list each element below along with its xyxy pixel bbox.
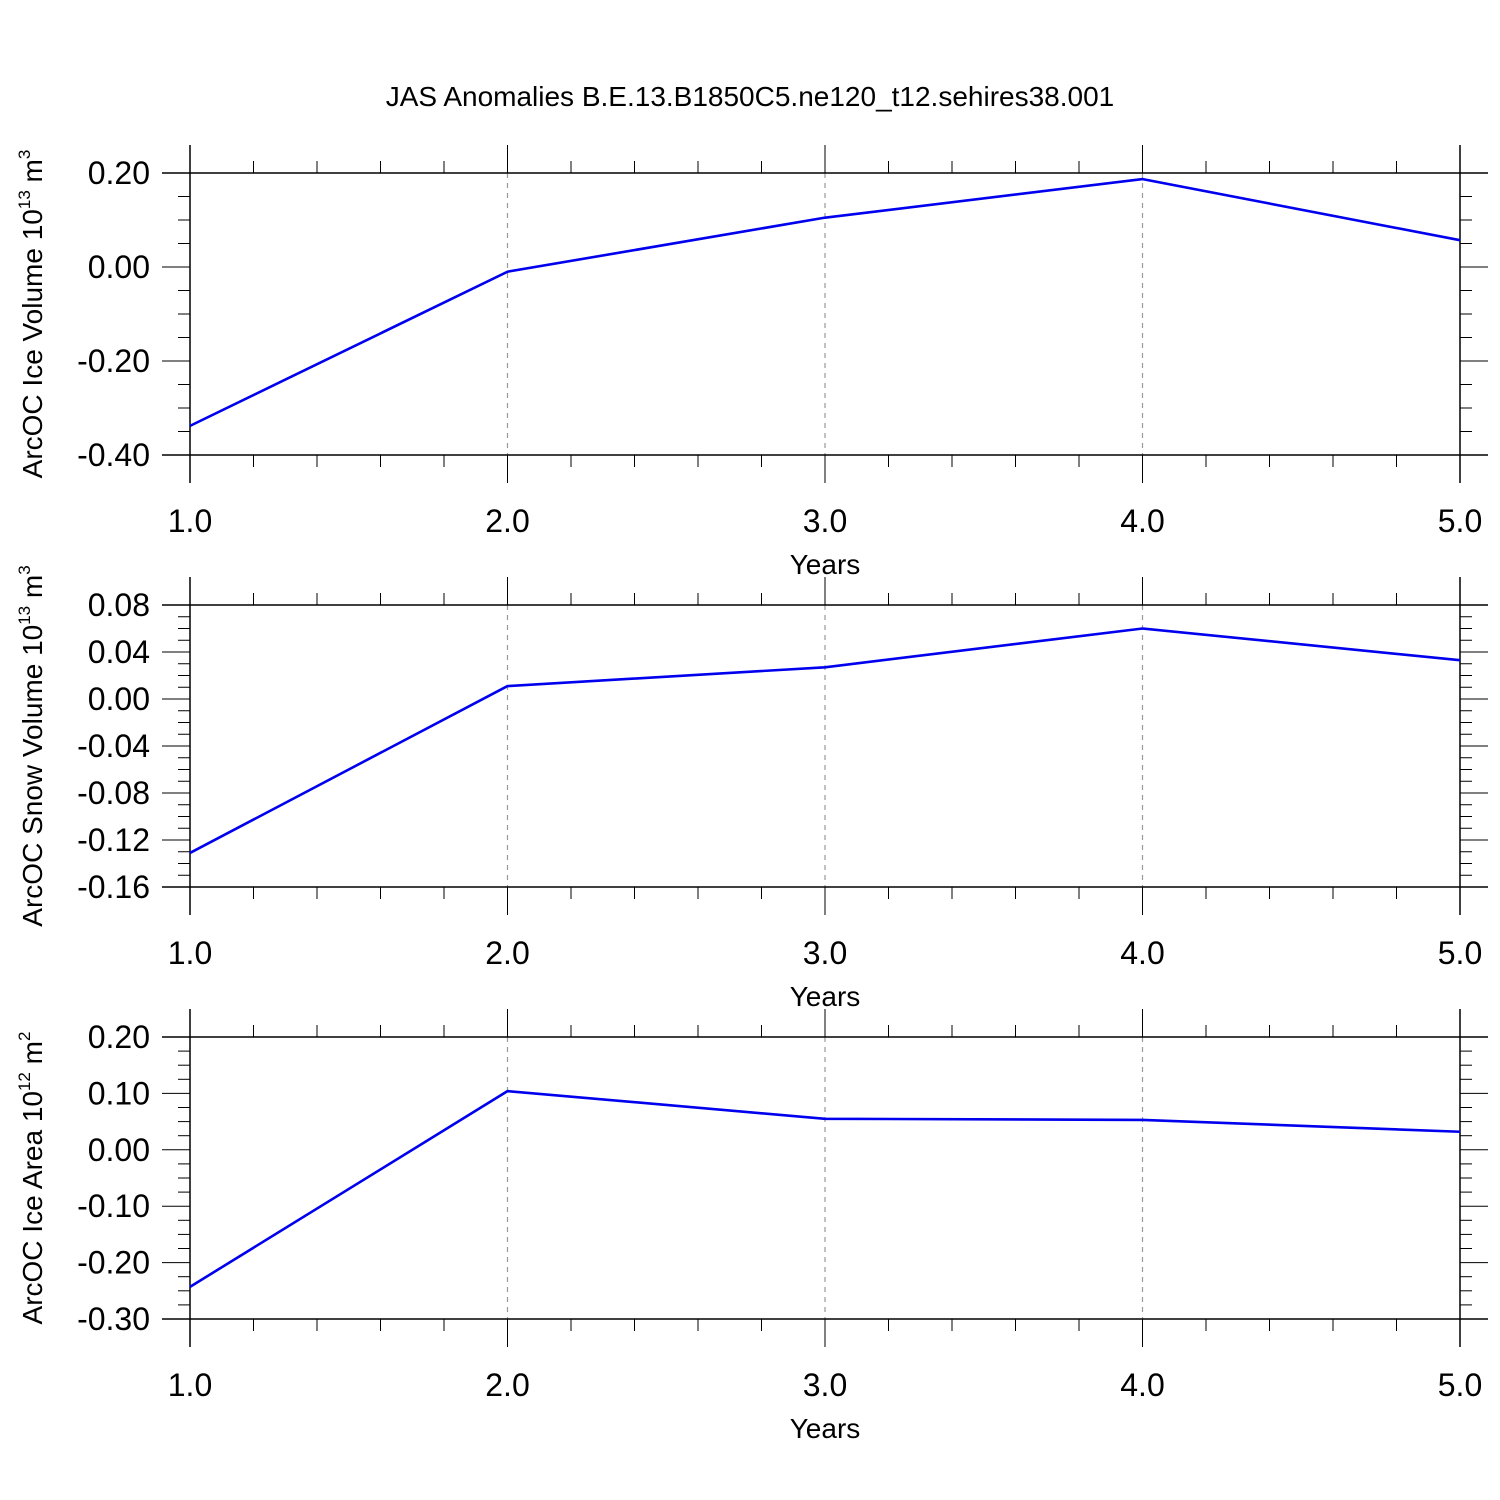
x-tick-label: 5.0 (1438, 503, 1482, 539)
y-axis-label-part: ArcOC Ice Area 10 (17, 1091, 48, 1324)
y-axis-label: ArcOC Snow Volume 1013 m3 (15, 565, 48, 926)
x-tick-label: 1.0 (168, 1367, 212, 1403)
x-tick-label: 1.0 (168, 935, 212, 971)
y-axis-label-superscript: 13 (15, 606, 34, 625)
chart-panel-3: 0.20 0.10 0.00 -0.10 -0.20 -0.30 1.0 2.0 3.0 4.0 5… (15, 1009, 1488, 1444)
y-tick-label: 0.08 (88, 587, 150, 623)
x-axis-label: Years (790, 1413, 861, 1444)
y-tick-label: -0.10 (77, 1188, 150, 1224)
y-tick-label: -0.12 (77, 822, 150, 858)
x-tick-label: 4.0 (1120, 935, 1164, 971)
x-tick-label: 2.0 (485, 935, 529, 971)
x-tick-label: 2.0 (485, 1367, 529, 1403)
y-axis-label-part: m (17, 575, 48, 606)
x-tick-label: 5.0 (1438, 1367, 1482, 1403)
y-axis-label-part: ArcOC Ice Volume 10 (17, 209, 48, 478)
y-tick-label: 0.00 (88, 1132, 150, 1168)
x-axis-label: Years (790, 549, 861, 580)
y-tick-label: -0.04 (77, 728, 150, 764)
chart-panel-2: 0.08 0.04 0.00 -0.04 -0.08 -0.12 -0.16 1.0 2.0 3.… (15, 565, 1488, 1012)
x-tick-label: 3.0 (803, 935, 847, 971)
y-tick-label: -0.20 (77, 1245, 150, 1281)
y-axis-label-superscript: 2 (15, 1032, 34, 1041)
y-tick-label: 0.04 (88, 634, 150, 670)
y-tick-label: -0.08 (77, 775, 150, 811)
x-tick-label: 2.0 (485, 503, 529, 539)
y-axis-label-superscript: 12 (15, 1072, 34, 1091)
y-tick-label: 0.00 (88, 681, 150, 717)
figure-title: JAS Anomalies B.E.13.B1850C5.ne120_t12.s… (386, 81, 1115, 112)
y-tick-label: 0.10 (88, 1075, 150, 1111)
y-axis-label-part: m (17, 159, 48, 190)
y-axis-label-superscript: 3 (15, 150, 34, 159)
y-axis-label-part: m (17, 1041, 48, 1072)
y-tick-label: -0.40 (77, 437, 150, 473)
x-tick-label: 3.0 (803, 503, 847, 539)
y-tick-label: 0.00 (88, 249, 150, 285)
y-axis-label-part: ArcOC Snow Volume 10 (17, 625, 48, 927)
y-tick-label: -0.16 (77, 869, 150, 905)
x-tick-label: 4.0 (1120, 1367, 1164, 1403)
x-tick-label: 5.0 (1438, 935, 1482, 971)
y-axis-label-superscript: 3 (15, 565, 34, 574)
y-axis-label: ArcOC Ice Area 1012 m2 (15, 1032, 48, 1325)
y-axis-label: ArcOC Ice Volume 1013 m3 (15, 150, 48, 479)
x-tick-label: 3.0 (803, 1367, 847, 1403)
chart-panel-1: 0.20 0.00 -0.20 -0.40 1.0 2.0 3.0 4.0 5.0 Years Ar… (15, 145, 1488, 580)
y-tick-label: 0.20 (88, 155, 150, 191)
x-tick-label: 1.0 (168, 503, 212, 539)
y-tick-label: -0.20 (77, 343, 150, 379)
x-axis-label: Years (790, 981, 861, 1012)
y-tick-label: 0.20 (88, 1019, 150, 1055)
panels: 0.20 0.00 -0.20 -0.40 1.0 2.0 3.0 4.0 5.0 Years Ar… (15, 145, 1488, 1444)
x-tick-label: 4.0 (1120, 503, 1164, 539)
y-axis-label-superscript: 13 (15, 190, 34, 209)
y-tick-label: -0.30 (77, 1301, 150, 1337)
